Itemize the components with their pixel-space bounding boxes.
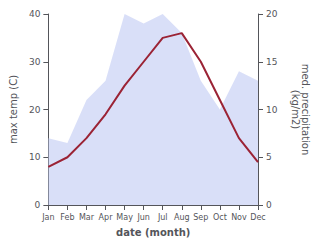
svg-text:10: 10 bbox=[29, 152, 41, 162]
svg-text:Apr: Apr bbox=[99, 213, 114, 222]
svg-text:Aug: Aug bbox=[174, 213, 190, 222]
svg-text:max temp (C): max temp (C) bbox=[8, 75, 19, 144]
svg-text:Jul: Jul bbox=[157, 213, 168, 222]
svg-text:Feb: Feb bbox=[60, 213, 74, 222]
svg-text:med. precipitation: med. precipitation bbox=[299, 63, 311, 156]
svg-text:Dec: Dec bbox=[250, 213, 265, 222]
svg-text:Sep: Sep bbox=[193, 213, 208, 222]
svg-text:Jan: Jan bbox=[41, 213, 54, 222]
svg-text:5: 5 bbox=[266, 152, 272, 162]
svg-text:20: 20 bbox=[29, 105, 41, 115]
svg-text:10: 10 bbox=[266, 105, 278, 115]
svg-text:0: 0 bbox=[266, 200, 272, 210]
svg-text:Jun: Jun bbox=[136, 213, 150, 222]
svg-text:20: 20 bbox=[266, 9, 278, 19]
svg-text:15: 15 bbox=[266, 57, 277, 67]
svg-text:Oct: Oct bbox=[213, 213, 227, 222]
svg-text:date (month): date (month) bbox=[116, 227, 190, 238]
svg-text:Mar: Mar bbox=[79, 213, 95, 222]
svg-text:May: May bbox=[116, 213, 133, 222]
svg-text:0: 0 bbox=[35, 200, 41, 210]
svg-text:40: 40 bbox=[29, 9, 41, 19]
svg-text:Nov: Nov bbox=[231, 213, 247, 222]
svg-text:30: 30 bbox=[29, 57, 41, 67]
svg-text:(kg/m2): (kg/m2) bbox=[290, 90, 301, 130]
